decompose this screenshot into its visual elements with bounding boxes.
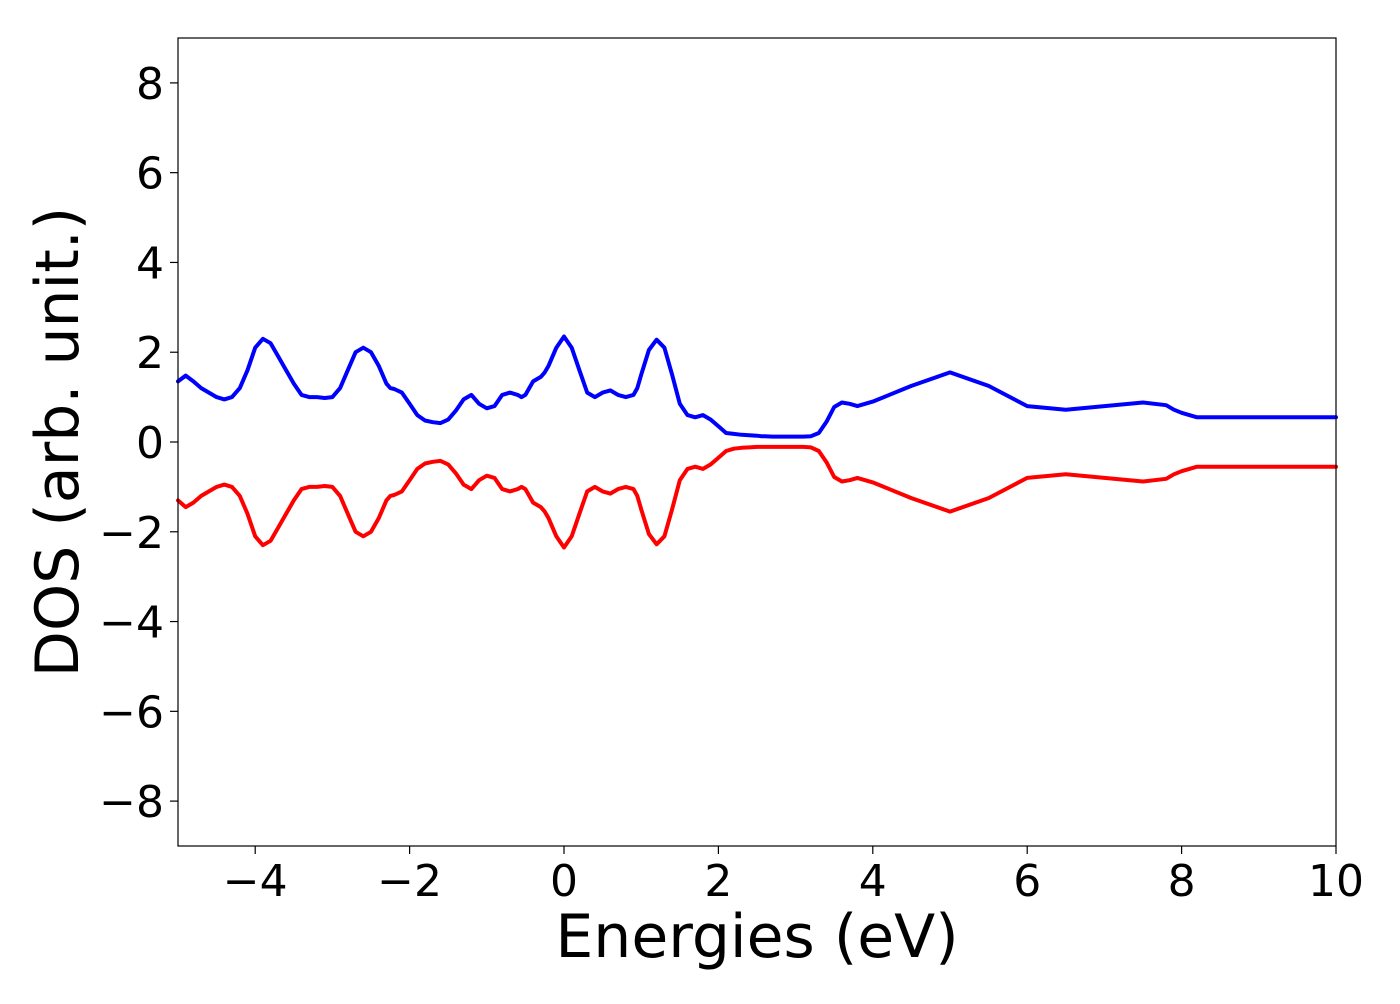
x-axis-label: Energies (eV) <box>555 902 958 972</box>
y-axis-label: DOS (arb. unit.) <box>23 207 93 677</box>
y-tick-label: −2 <box>99 508 164 559</box>
x-axis-ticks: −4 −2 0 2 4 6 8 10 <box>223 846 1364 907</box>
x-tick-label: 10 <box>1308 856 1364 907</box>
x-tick-label: 6 <box>1013 856 1041 907</box>
x-tick-label: 4 <box>859 856 887 907</box>
x-tick-label: 8 <box>1168 856 1196 907</box>
y-axis-ticks: 8 6 4 2 0 −2 −4 −6 −8 <box>99 59 178 828</box>
y-tick-label: 4 <box>136 238 164 289</box>
x-tick-label: 2 <box>704 856 732 907</box>
x-tick-label: −2 <box>377 856 442 907</box>
y-tick-label: −6 <box>99 687 164 738</box>
y-tick-label: 0 <box>136 418 164 469</box>
plot-area <box>178 38 1336 846</box>
series-layer <box>176 334 1338 550</box>
series-line-2 <box>176 444 1338 550</box>
y-tick-label: −8 <box>99 777 164 828</box>
x-tick-label: −4 <box>223 856 288 907</box>
y-tick-label: 2 <box>136 328 164 379</box>
y-tick-label: 6 <box>136 149 164 200</box>
series-line-1 <box>176 334 1338 439</box>
y-tick-label: −4 <box>99 598 164 649</box>
y-tick-label: 8 <box>136 59 164 110</box>
x-tick-label: 0 <box>550 856 578 907</box>
